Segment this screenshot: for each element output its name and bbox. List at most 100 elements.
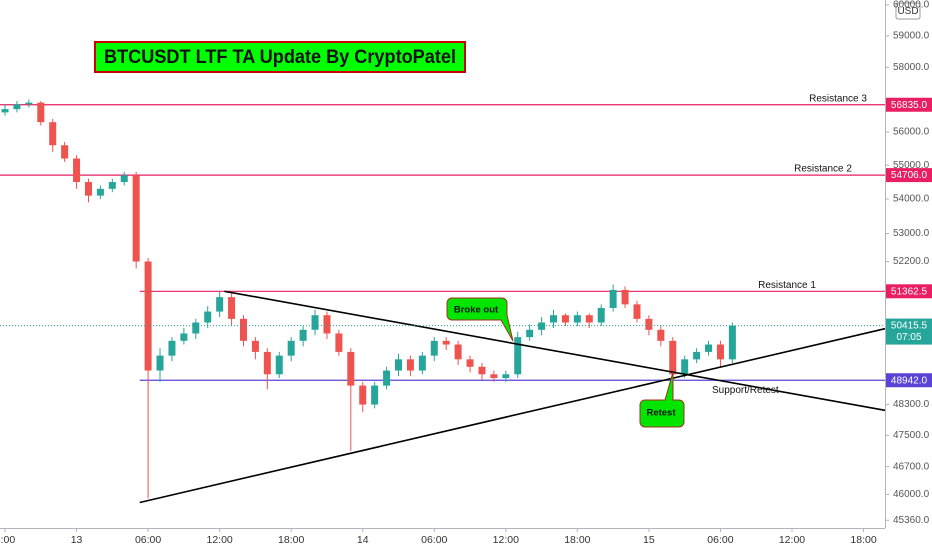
plot: [0, 99, 886, 504]
candle-body: [395, 359, 403, 371]
y-tick-label: 58000.0: [893, 62, 930, 73]
title-box: [94, 41, 466, 73]
y-tick-label: 54000.0: [893, 194, 930, 205]
last-price-tag: [886, 318, 932, 345]
y-tick-label: 45360.0: [893, 515, 930, 526]
candle-body: [550, 315, 558, 323]
y-tick-label: 46000.0: [893, 489, 930, 500]
candle-body: [442, 340, 450, 345]
annotation: Retest: [646, 408, 676, 419]
candle-body: [168, 340, 176, 356]
price-tag-label: 48942.0: [891, 375, 928, 386]
candle-body: [561, 315, 569, 323]
candle-body: [287, 340, 295, 356]
price-tag: [886, 284, 932, 299]
y-tick-label: 59000.0: [893, 31, 930, 42]
currency: USD: [897, 6, 918, 17]
candle-body: [538, 322, 546, 330]
candle-body: [633, 304, 641, 319]
candle-body: [597, 307, 605, 323]
candle-body: [371, 385, 379, 405]
candle-body: [335, 333, 343, 352]
candle-body: [239, 318, 247, 341]
countdown: 07:05: [896, 332, 921, 343]
price-tag-label: 54706.0: [891, 170, 928, 181]
candle-body: [311, 315, 319, 330]
level-name: Support/Retest: [712, 385, 779, 396]
level-name: Resistance 2: [794, 164, 852, 175]
candle-body: [108, 182, 116, 189]
x-tick-label: 06:00: [421, 534, 447, 546]
candle-body: [514, 337, 522, 375]
y-tick-label: 56000.0: [893, 127, 930, 138]
candle-body: [502, 374, 510, 379]
candle-body: [228, 297, 236, 319]
candle-body: [383, 370, 391, 386]
candle-body: [693, 351, 701, 360]
candle-body: [454, 344, 462, 360]
candle-body: [406, 359, 414, 371]
candle-body: [120, 175, 128, 183]
candle-body: [216, 297, 224, 312]
candle-body: [61, 145, 69, 159]
x-tick-label: 06:00: [707, 534, 733, 546]
price-tag: [886, 97, 932, 112]
candle-body: [37, 102, 45, 123]
chart-title: BTCUSDT LTF TA Update By CryptoPatel: [104, 47, 456, 68]
candle-body: [347, 351, 355, 386]
x-tick-label: 14: [357, 534, 369, 546]
candle-body: [705, 344, 713, 352]
candle-body: [25, 102, 33, 105]
candle-body: [263, 351, 271, 375]
candle-body: [144, 261, 152, 371]
candle-body: [1, 109, 9, 113]
candle-body: [49, 122, 57, 146]
currency-box: [895, 2, 921, 20]
candle-body: [251, 340, 259, 352]
candle-body: [180, 333, 188, 341]
last-price-label: 50415.5: [891, 321, 928, 332]
candle-body: [526, 329, 534, 338]
candle-body: [156, 355, 164, 371]
x-tick-label: 15: [643, 534, 655, 546]
candle-body: [132, 175, 140, 262]
price-tag-label: 56835.0: [891, 100, 928, 111]
candle-body: [669, 340, 677, 375]
candle-body: [621, 289, 629, 305]
candle-body: [430, 340, 438, 356]
candle-body: [681, 359, 689, 375]
annotation: Broke out: [454, 305, 499, 316]
price-tag: [886, 168, 932, 183]
x-tick-label: 18:00: [564, 534, 590, 546]
candle-body: [13, 104, 21, 110]
y-tick-label: 55000.0: [893, 160, 930, 171]
candle-body: [73, 158, 81, 183]
x-tick-label: 12:00: [493, 534, 519, 546]
x-tick-label: 12:00: [206, 534, 232, 546]
x-tick-label: 18:00: [850, 534, 876, 546]
annotation-bubble: [446, 297, 514, 342]
candle-body: [359, 385, 367, 405]
x-tick-label: 18:00: [278, 534, 304, 546]
annotation-bubble: [639, 371, 685, 428]
candle-body: [716, 344, 724, 360]
candle-body: [728, 325, 736, 360]
candle-body: [84, 182, 92, 196]
candle-body: [299, 329, 307, 341]
trendline: [139, 327, 886, 504]
y-tick-label: 53000.0: [893, 228, 930, 239]
candle-body: [609, 289, 617, 308]
candle-body: [466, 359, 474, 367]
x-tick-label: 13: [71, 534, 83, 546]
candle-body: [418, 355, 426, 371]
candle-body: [96, 188, 104, 196]
candle-body: [478, 366, 486, 375]
candle-body: [204, 311, 212, 323]
candle-body: [275, 355, 283, 375]
candle-body: [573, 315, 581, 323]
candle-body: [585, 315, 593, 323]
level-name: Resistance 1: [758, 280, 816, 291]
candle-body: [657, 329, 665, 341]
candle-body: [192, 322, 200, 334]
